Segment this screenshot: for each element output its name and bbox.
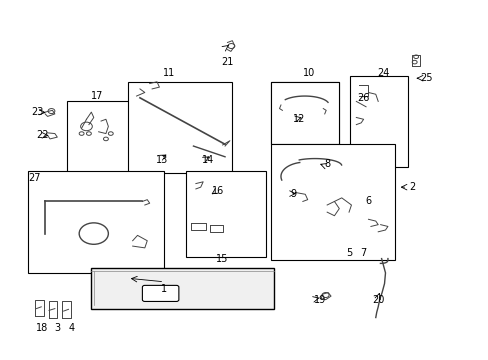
Text: 16: 16 [211,186,224,196]
Text: 10: 10 [302,68,314,78]
Text: 26: 26 [357,93,369,103]
FancyBboxPatch shape [142,285,179,301]
Bar [67,102,142,173]
Text: 13: 13 [155,156,167,165]
Text: 27: 27 [28,173,41,183]
Text: 9: 9 [289,189,296,199]
Text: 7: 7 [360,248,366,258]
Text: 12: 12 [292,114,305,124]
Text: 4: 4 [69,323,75,333]
Text: 5: 5 [345,248,351,258]
Text: 25: 25 [420,73,432,83]
Bar [127,82,232,173]
Bar [271,82,339,144]
Text: 11: 11 [163,68,175,78]
Text: 24: 24 [376,68,388,78]
Bar [271,144,394,260]
Bar [186,171,266,257]
Text: 6: 6 [365,197,371,206]
Bar [28,171,164,273]
Text: 22: 22 [37,130,49,140]
Text: 1: 1 [161,284,167,294]
Text: 19: 19 [313,295,325,305]
FancyBboxPatch shape [91,267,273,309]
Bar [271,82,339,144]
Text: 3: 3 [54,323,60,333]
Text: 15: 15 [216,254,228,264]
Bar [349,76,407,167]
Text: 14: 14 [202,156,214,165]
Text: 18: 18 [36,323,48,333]
Text: 20: 20 [371,295,384,305]
Text: 2: 2 [408,182,414,192]
Text: 8: 8 [324,159,329,169]
Text: 21: 21 [221,57,233,67]
Text: 23: 23 [32,107,44,117]
Text: 17: 17 [91,91,103,101]
